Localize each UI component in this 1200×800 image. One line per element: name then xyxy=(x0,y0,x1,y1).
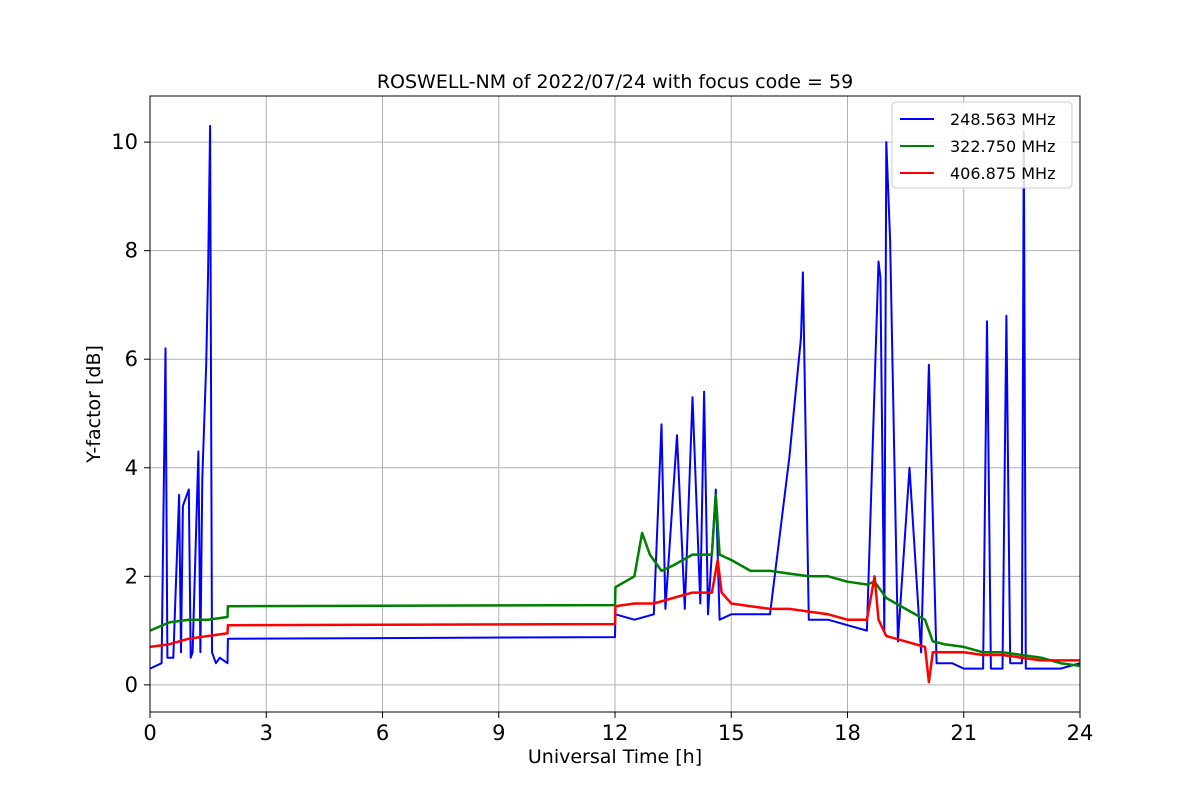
x-tick-label: 15 xyxy=(718,721,745,745)
x-tick-label: 3 xyxy=(260,721,273,745)
chart-title: ROSWELL-NM of 2022/07/24 with focus code… xyxy=(377,71,853,93)
y-tick-label: 8 xyxy=(125,239,138,263)
x-tick-label: 24 xyxy=(1067,721,1094,745)
y-tick-label: 6 xyxy=(125,347,138,371)
x-tick-label: 21 xyxy=(950,721,977,745)
legend: 248.563 MHz 322.750 MHz 406.875 MHz xyxy=(891,101,1073,189)
gridlines xyxy=(149,96,1081,712)
legend-entry-label: 406.875 MHz xyxy=(950,164,1055,183)
y-tick-label: 4 xyxy=(125,456,138,480)
x-tick-label: 18 xyxy=(834,721,861,745)
x-tick-label: 6 xyxy=(376,721,389,745)
series-line-3 xyxy=(149,558,1080,684)
y-tick-label: 2 xyxy=(125,564,138,588)
legend-box xyxy=(891,101,1073,189)
legend-entry-label: 248.563 MHz xyxy=(950,110,1055,129)
series-group xyxy=(149,124,1081,684)
y-tick-label: 10 xyxy=(111,130,138,154)
y-axis-label: Y-factor [dB] xyxy=(83,345,105,464)
series-line-1 xyxy=(149,124,1081,670)
legend-entry-label: 322.750 MHz xyxy=(950,137,1055,156)
x-tick-label: 12 xyxy=(602,721,629,745)
x-axis: 0 3 6 9 12 15 18 21 24 xyxy=(143,712,1093,745)
series-line-2 xyxy=(149,493,1081,668)
y-tick-label: 0 xyxy=(125,673,138,697)
x-tick-label: 0 xyxy=(143,721,156,745)
x-tick-label: 9 xyxy=(492,721,505,745)
x-axis-label: Universal Time [h] xyxy=(528,746,702,768)
y-axis: 0 2 4 6 8 10 xyxy=(111,130,150,697)
